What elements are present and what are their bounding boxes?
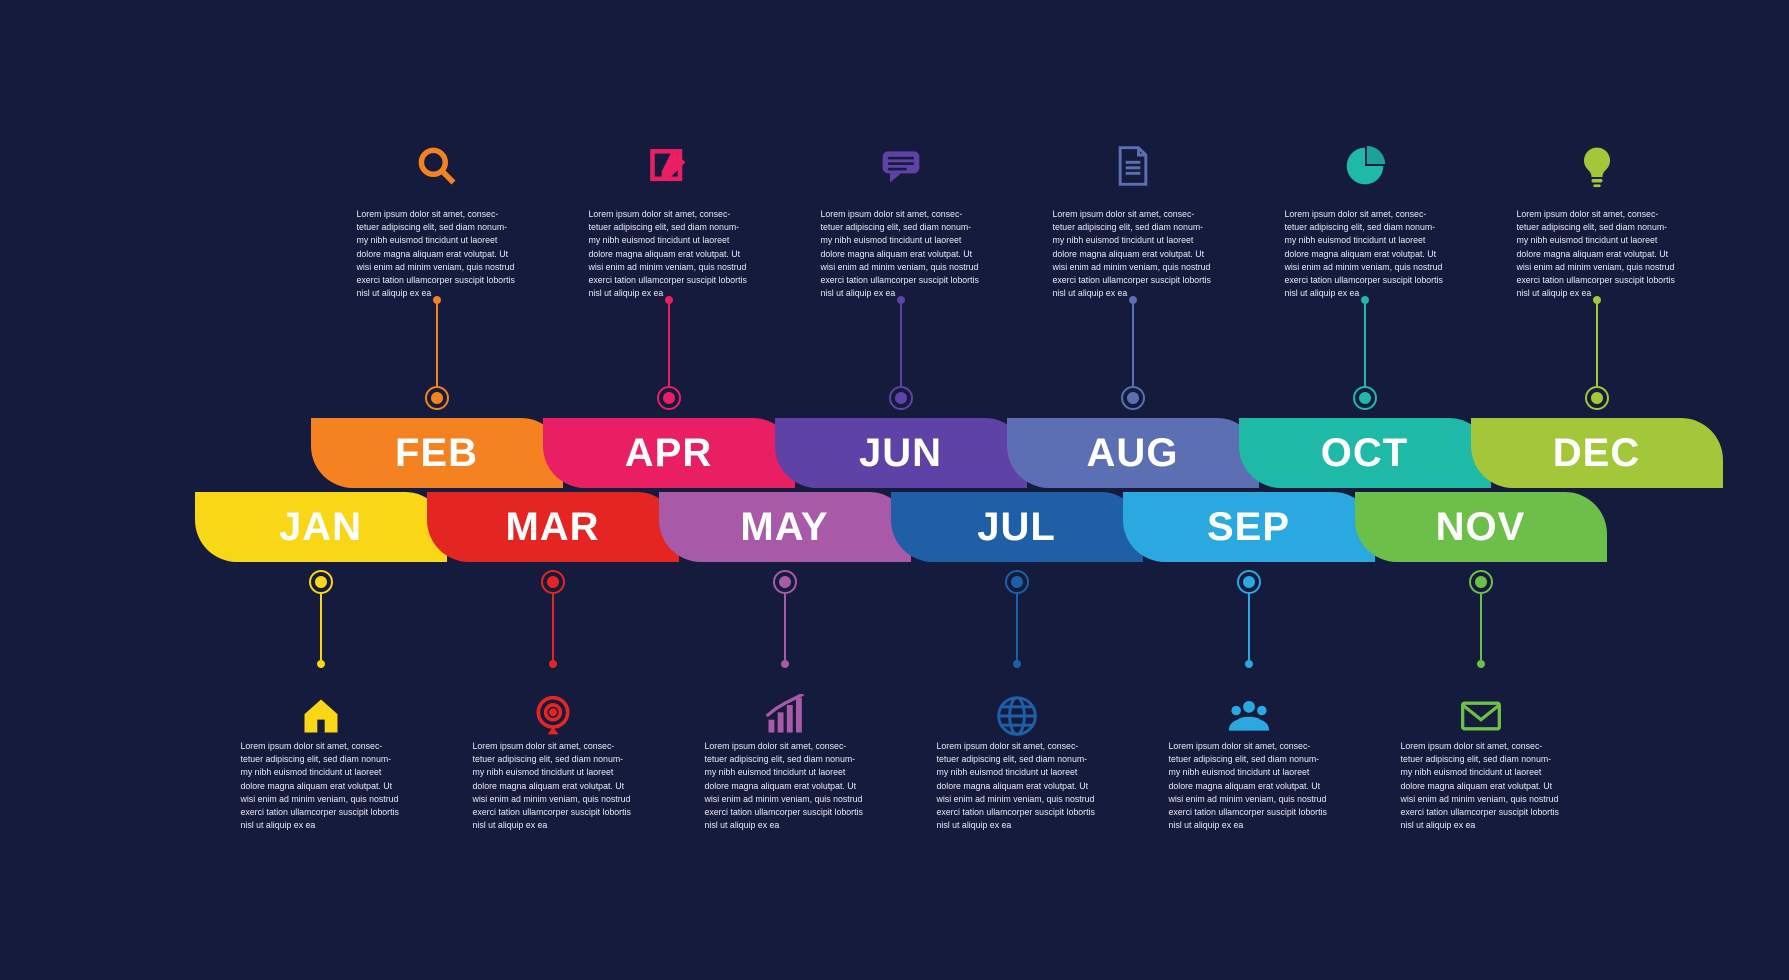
month-blurb-may: Lorem ipsum dolor sit amet, consec-tetue… [705,740,865,832]
month-blurb-jun: Lorem ipsum dolor sit amet, consec-tetue… [821,208,981,300]
search-icon [415,144,459,188]
connector-dot [781,660,789,668]
users-icon [1227,694,1271,738]
month-blurb-mar: Lorem ipsum dolor sit amet, consec-tetue… [473,740,633,832]
connector-ring [1237,570,1261,594]
month-blurb-feb: Lorem ipsum dolor sit amet, consec-tetue… [357,208,517,300]
connector-line [552,594,554,660]
home-icon [299,694,343,738]
month-blurb-sep: Lorem ipsum dolor sit amet, consec-tetue… [1169,740,1329,832]
connector-line [668,300,670,386]
connector-line [1596,300,1598,386]
month-leaf-sep: SEP [1123,492,1375,562]
connector-ring [657,386,681,410]
connector-line [1132,300,1134,386]
connector-ring [1469,570,1493,594]
month-leaf-oct: OCT [1239,418,1491,488]
connector-line [1364,300,1366,386]
connector-dot [1013,660,1021,668]
connector-ring [1585,386,1609,410]
month-leaf-feb: FEB [311,418,563,488]
month-leaf-dec: DEC [1471,418,1723,488]
month-leaf-jun: JUN [775,418,1027,488]
edit-icon [647,144,691,188]
connector-line [436,300,438,386]
connector-ring [425,386,449,410]
connector-ring [1121,386,1145,410]
connector-line [900,300,902,386]
connector-ring [1005,570,1029,594]
bars-icon [763,694,807,738]
mail-icon [1459,694,1503,738]
connector-dot [317,660,325,668]
month-blurb-aug: Lorem ipsum dolor sit amet, consec-tetue… [1053,208,1213,300]
month-leaf-may: MAY [659,492,911,562]
connector-ring [773,570,797,594]
month-leaf-jan: JAN [195,492,447,562]
chat-icon [879,144,923,188]
connector-dot [1477,660,1485,668]
month-blurb-dec: Lorem ipsum dolor sit amet, consec-tetue… [1517,208,1677,300]
bulb-icon [1575,144,1619,188]
connector-line [1016,594,1018,660]
month-blurb-apr: Lorem ipsum dolor sit amet, consec-tetue… [589,208,749,300]
month-leaf-mar: MAR [427,492,679,562]
month-blurb-nov: Lorem ipsum dolor sit amet, consec-tetue… [1401,740,1561,832]
connector-dot [1245,660,1253,668]
month-leaf-nov: NOV [1355,492,1607,562]
pie-icon [1343,144,1387,188]
target-icon [531,694,575,738]
month-leaf-jul: JUL [891,492,1143,562]
globe-icon [995,694,1039,738]
connector-ring [889,386,913,410]
connector-ring [1353,386,1377,410]
month-blurb-oct: Lorem ipsum dolor sit amet, consec-tetue… [1285,208,1445,300]
connector-line [1248,594,1250,660]
month-blurb-jul: Lorem ipsum dolor sit amet, consec-tetue… [937,740,1097,832]
connector-line [320,594,322,660]
connector-ring [541,570,565,594]
connector-ring [309,570,333,594]
month-leaf-apr: APR [543,418,795,488]
month-leaf-aug: AUG [1007,418,1259,488]
connector-dot [549,660,557,668]
document-icon [1111,144,1155,188]
connector-line [1480,594,1482,660]
connector-line [784,594,786,660]
month-blurb-jan: Lorem ipsum dolor sit amet, consec-tetue… [241,740,401,832]
